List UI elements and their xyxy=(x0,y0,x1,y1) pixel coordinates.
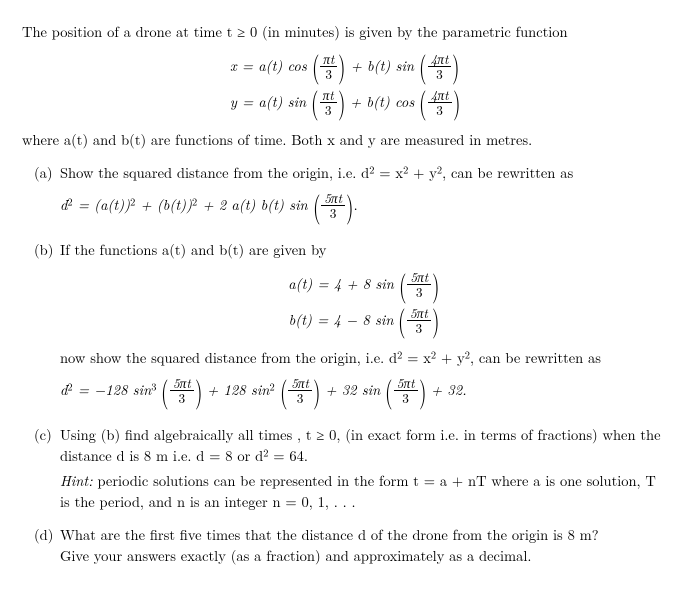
part-a-marker: (a) xyxy=(34,163,60,228)
part-d-line2: Give your answers exactly (as a fraction… xyxy=(60,546,668,567)
part-b-intro: If the functions a(t) and b(t) are given… xyxy=(60,240,668,261)
intro-text: The position of a drone at time t ≥ 0 (i… xyxy=(22,22,668,43)
part-b: (b) If the functions a(t) and b(t) are g… xyxy=(34,240,668,413)
part-c-marker: (c) xyxy=(34,425,60,513)
part-a: (a) Show the squared distance from the o… xyxy=(34,163,668,228)
part-d: (d) What are the first five times that t… xyxy=(34,525,668,567)
part-c: (c) Using (b) find algebraically all tim… xyxy=(34,425,668,513)
equation-y: y = a(t) sin (πt3) + b(t) cos (4πt3) xyxy=(22,89,668,119)
part-c-text: Using (b) find algebraically all times ,… xyxy=(60,425,668,467)
part-a-prompt: Show the squared distance from the origi… xyxy=(60,163,668,184)
part-b-now: now show the squared distance from the o… xyxy=(60,348,668,369)
part-b-marker: (b) xyxy=(34,240,60,413)
part-d-marker: (d) xyxy=(34,525,60,567)
part-d-line1: What are the first five times that the d… xyxy=(60,525,668,546)
part-b-eq-a: a(t) = 4 + 8 sin (5πt3) xyxy=(60,271,668,301)
part-b-equation: d2 = −128 sin3 (5πt3) + 128 sin2 (5πt3) … xyxy=(60,377,668,407)
where-text: where a(t) and b(t) are functions of tim… xyxy=(22,130,668,151)
part-c-hint: Hint: periodic solutions can be represen… xyxy=(60,471,668,513)
equation-x: x = a(t) cos (πt3) + b(t) sin (4πt3) xyxy=(22,53,668,83)
part-b-eq-b: b(t) = 4 − 8 sin (5πt3) xyxy=(60,307,668,337)
parametric-equations: x = a(t) cos (πt3) + b(t) sin (4πt3) y =… xyxy=(22,53,668,118)
part-a-equation: d2 = (a(t))2 + (b(t))2 + 2 a(t) b(t) sin… xyxy=(60,192,668,222)
